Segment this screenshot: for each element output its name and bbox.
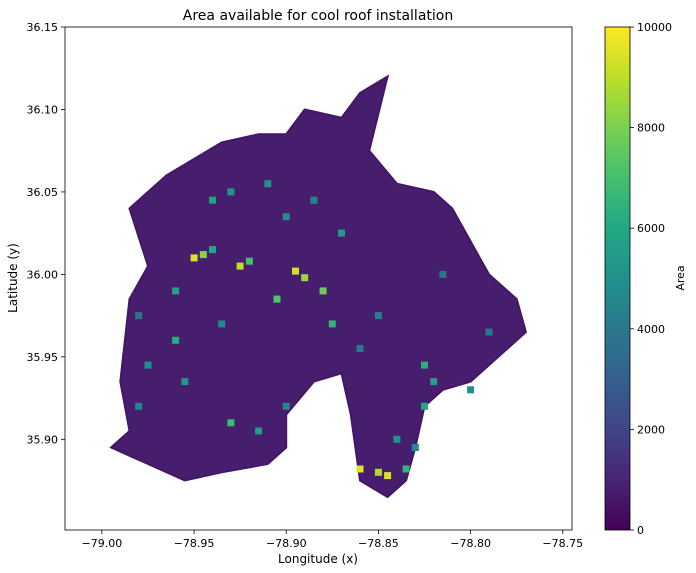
y-tick-label: 36.15 <box>27 21 59 34</box>
heatmap-cells <box>135 180 493 480</box>
y-axis: 35.90 35.95 36.00 36.05 36.10 36.15 <box>27 21 65 446</box>
y-tick-label: 36.05 <box>27 186 59 199</box>
heatmap-cell <box>282 213 290 221</box>
x-tick-label: −78.95 <box>174 537 215 550</box>
heatmap-cell <box>485 328 493 336</box>
heatmap-cell <box>439 270 447 278</box>
y-tick-label: 35.95 <box>27 351 59 364</box>
y-axis-label: Latitude (y) <box>6 243 20 313</box>
footprint-region <box>109 74 528 499</box>
footprint-layer <box>109 74 528 499</box>
heatmap-cell <box>245 257 253 265</box>
y-tick-label: 36.10 <box>27 103 59 116</box>
heatmap-plot <box>109 74 528 499</box>
x-axis: −79.00 −78.95 −78.90 −78.85 −78.80 −78.75 <box>82 530 583 550</box>
heatmap-cell <box>172 287 180 295</box>
x-tick-label: −78.75 <box>542 537 583 550</box>
y-tick-label: 35.90 <box>27 433 59 446</box>
heatmap-cell <box>144 361 152 369</box>
heatmap-cell <box>227 188 235 196</box>
colorbar-label: Area <box>674 265 687 290</box>
colorbar-ticks: 0 2000 4000 6000 8000 10000 <box>630 21 672 537</box>
x-tick-label: −78.90 <box>266 537 307 550</box>
heatmap-cell <box>356 465 364 473</box>
heatmap-cell <box>356 345 364 353</box>
x-tick-label: −79.00 <box>82 537 123 550</box>
heatmap-cell <box>199 251 207 259</box>
heatmap-cell <box>264 180 272 188</box>
heatmap-cell <box>310 196 318 204</box>
heatmap-cell <box>338 229 345 237</box>
heatmap-cell <box>190 254 198 262</box>
heatmap-cell <box>384 472 392 480</box>
heatmap-cell <box>236 262 244 270</box>
heatmap-cell <box>255 427 263 435</box>
heatmap-cell <box>430 378 438 386</box>
heatmap-cell <box>172 336 180 344</box>
heatmap-cell <box>227 419 235 427</box>
heatmap-cell <box>374 312 382 320</box>
heatmap-cell <box>402 465 410 473</box>
heatmap-cell <box>135 402 143 410</box>
heatmap-cell <box>319 287 327 295</box>
heatmap-cell <box>374 468 382 476</box>
heatmap-cell <box>273 295 281 303</box>
heatmap-cell <box>421 361 428 369</box>
colorbar-tick-label: 0 <box>637 524 644 537</box>
heatmap-cell <box>209 196 216 204</box>
colorbar-tick-label: 8000 <box>637 122 665 135</box>
x-tick-label: −78.80 <box>450 537 491 550</box>
heatmap-cell <box>328 320 336 328</box>
x-axis-label: Longitude (x) <box>278 552 358 566</box>
plot-frame <box>64 26 573 531</box>
x-tick-label: −78.85 <box>358 537 399 550</box>
heatmap-cell <box>218 320 226 328</box>
heatmap-cell <box>421 402 428 410</box>
heatmap-cell <box>467 386 475 394</box>
chart-title: Area available for cool roof installatio… <box>183 8 453 24</box>
colorbar-tick-label: 2000 <box>637 423 665 436</box>
colorbar-tick-label: 4000 <box>637 323 665 336</box>
colorbar-tick-label: 6000 <box>637 222 665 235</box>
heatmap-cell <box>181 378 189 386</box>
heatmap-cell <box>411 444 419 451</box>
heatmap-cell <box>282 402 290 410</box>
heatmap-cell <box>393 435 401 443</box>
heatmap-cell <box>209 246 216 254</box>
y-tick-label: 36.00 <box>27 268 59 281</box>
colorbar: 0 2000 4000 6000 8000 10000 Area <box>604 21 687 537</box>
heatmap-cell <box>292 267 299 275</box>
heatmap-cell <box>135 312 143 320</box>
colorbar-tick-label: 10000 <box>637 21 672 34</box>
colorbar-gradient <box>604 26 631 531</box>
heatmap-cell <box>301 274 309 282</box>
